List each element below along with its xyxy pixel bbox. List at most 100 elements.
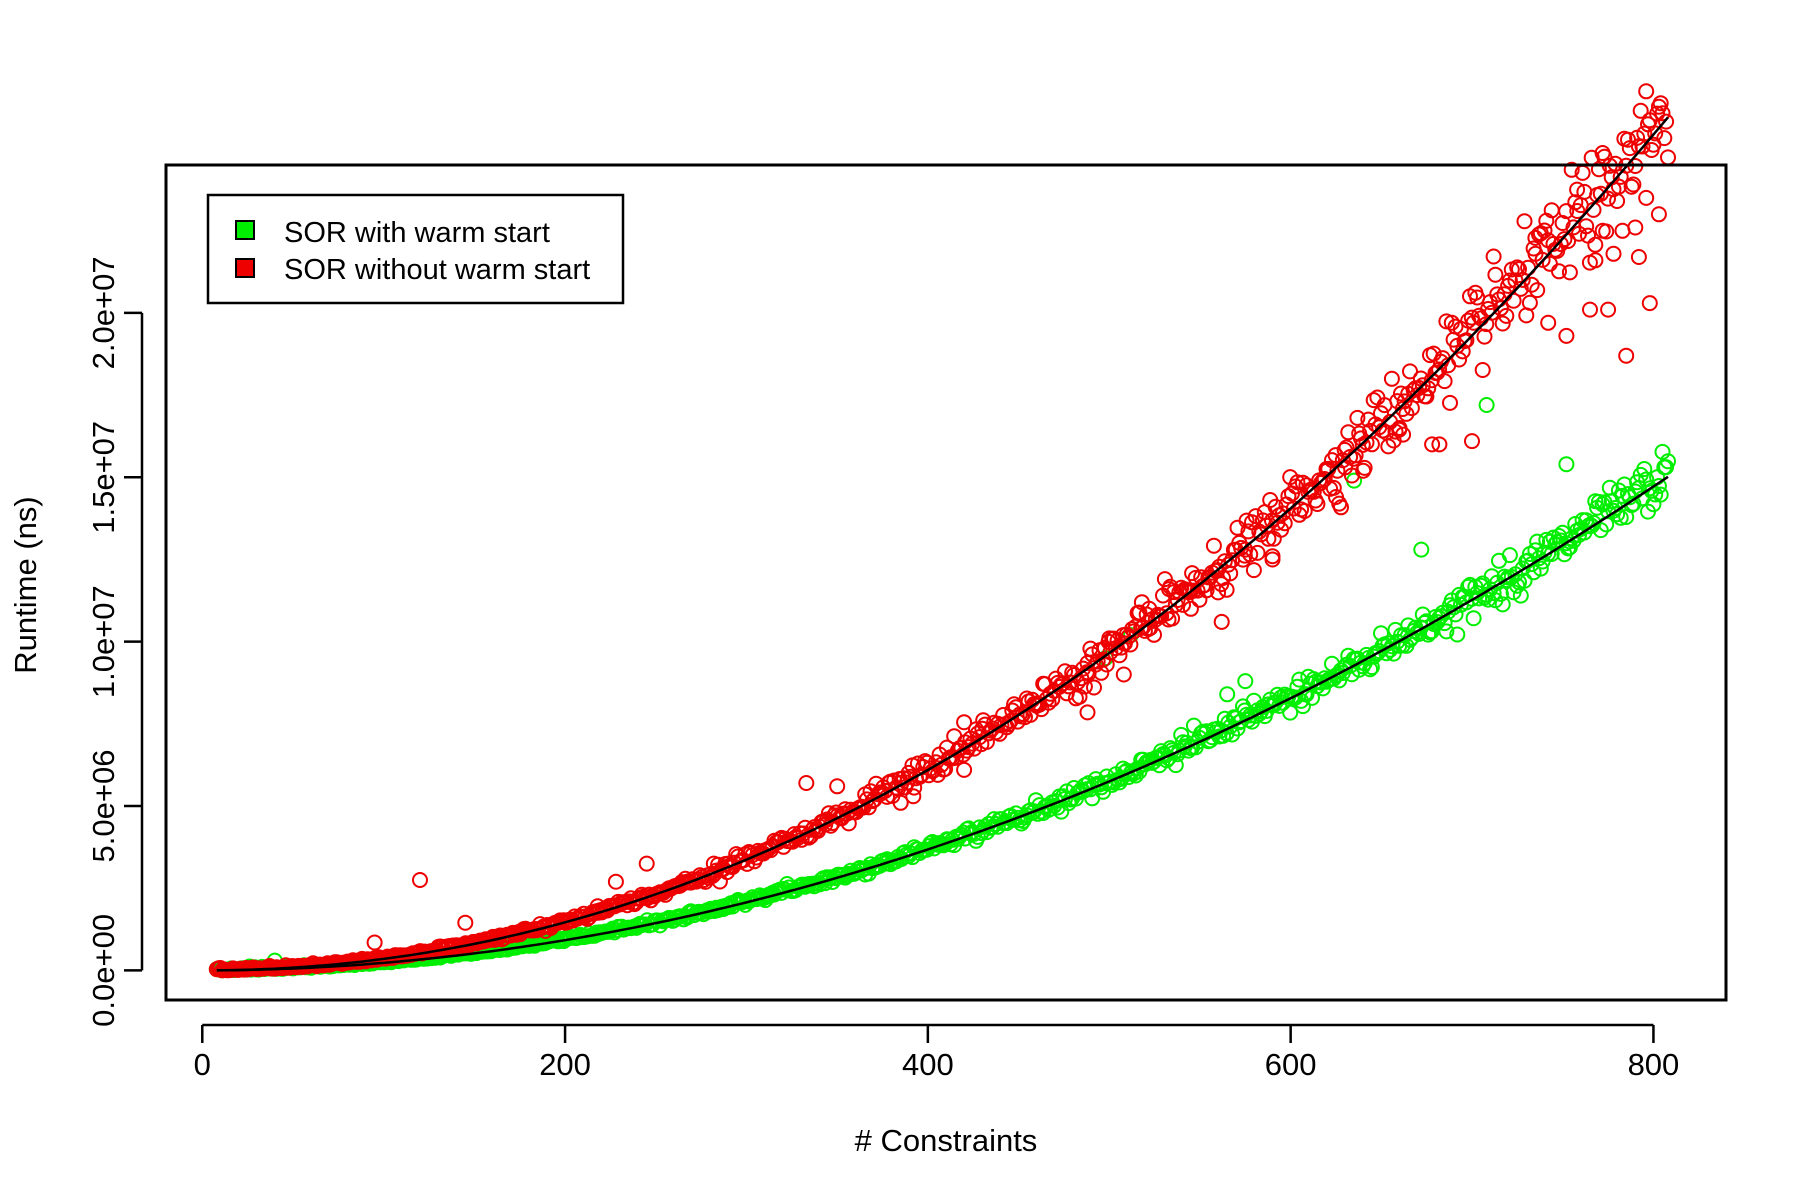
data-point [1458, 332, 1475, 349]
data-point [1476, 328, 1493, 345]
data-point [1158, 605, 1175, 622]
data-point [1523, 276, 1540, 293]
outlier-point [1558, 327, 1575, 344]
data-point [1652, 486, 1669, 503]
fit-line-no-warm-start [216, 116, 1669, 972]
data-point [1501, 272, 1518, 289]
outlier-point [1219, 686, 1236, 703]
outlier-point [892, 794, 909, 811]
legend-label-warm-start: SOR with warm start [284, 217, 550, 249]
data-point [1647, 125, 1664, 142]
outlier-point [1638, 189, 1655, 206]
data-point [1173, 726, 1190, 743]
data-point [1536, 222, 1553, 239]
data-point [1127, 767, 1144, 784]
outlier-point [1630, 249, 1647, 265]
outlier-point [1355, 462, 1372, 479]
data-point [1474, 362, 1491, 378]
data-point [1563, 161, 1580, 178]
x-tick-label: 0 [194, 1047, 211, 1082]
data-point [1086, 679, 1102, 696]
data-point [1590, 493, 1607, 510]
data-point [1354, 436, 1371, 453]
outlier-point [1182, 600, 1199, 617]
data-point [1438, 623, 1455, 640]
data-point [1494, 315, 1511, 332]
data-point [1647, 486, 1664, 503]
data-point [1333, 662, 1349, 679]
data-point [1578, 218, 1595, 235]
data-point [1220, 556, 1237, 573]
outlier-point [457, 914, 474, 931]
outlier-point [1641, 295, 1658, 312]
data-point [1440, 603, 1457, 620]
outlier-point [1587, 252, 1604, 269]
data-point [1632, 102, 1649, 119]
outlier-point [1028, 697, 1045, 714]
y-axis: 0.0e+00 5.0e+06 1.0e+07 1.5e+07 2.0e+07 [86, 256, 144, 1027]
data-point [1373, 405, 1389, 422]
data-point [1512, 587, 1529, 604]
legend-swatch-no-warm-start [235, 258, 255, 278]
data-point [1333, 499, 1349, 516]
outlier-point [557, 914, 574, 931]
data-point [1492, 585, 1509, 602]
outlier-point [798, 775, 815, 791]
data-point [1660, 453, 1676, 470]
data-point [1516, 572, 1533, 589]
legend-label-no-warm-start: SOR without warm start [284, 254, 590, 286]
data-point [1652, 95, 1669, 112]
outlier-point [1527, 245, 1544, 262]
outlier-point [1210, 584, 1227, 601]
outlier-point [638, 855, 655, 872]
data-point [1296, 503, 1313, 519]
data-point [1146, 626, 1162, 643]
outlier-point [1618, 347, 1635, 364]
data-point [1532, 560, 1549, 577]
outlier-point [1161, 581, 1178, 598]
data-point [1494, 596, 1511, 613]
data-point [1529, 533, 1546, 550]
data-point [1218, 581, 1235, 598]
data-point [1485, 248, 1502, 265]
data-point [1636, 461, 1653, 477]
x-axis-title: # Constraints [855, 1123, 1038, 1158]
data-point [1354, 658, 1371, 675]
data-point [1592, 522, 1609, 539]
data-point [1512, 280, 1529, 297]
data-point [1465, 610, 1482, 627]
outlier-point [412, 872, 428, 888]
outlier-point [1115, 635, 1132, 652]
y-axis-title: Runtime (ns) [8, 496, 43, 673]
outlier-point [1115, 666, 1132, 683]
data-point [1569, 181, 1586, 198]
outlier-point [974, 720, 991, 737]
outlier-point [1431, 436, 1448, 453]
outlier-point [1395, 426, 1412, 443]
data-point [742, 845, 759, 861]
outlier-point [607, 873, 624, 890]
data-point [1363, 436, 1380, 453]
data-point [1552, 236, 1569, 252]
data-point [1062, 674, 1079, 691]
data-point [1338, 439, 1355, 456]
outlier-point [1413, 541, 1430, 558]
plot-frame [164, 163, 1728, 1002]
data-point [1487, 266, 1504, 283]
outlier-point [1650, 206, 1667, 223]
data-point [1418, 388, 1435, 405]
data-point [1167, 757, 1184, 774]
data-point [1213, 576, 1230, 593]
data-point [1144, 754, 1161, 771]
data-point [1403, 400, 1420, 417]
outlier-point [1079, 704, 1096, 721]
data-point [1480, 301, 1497, 317]
data-point [1654, 105, 1671, 122]
x-tick-label: 800 [1628, 1047, 1680, 1082]
outlier-point [1600, 301, 1617, 318]
data-point [1511, 261, 1527, 278]
data-point [1621, 140, 1638, 157]
data-point [1402, 363, 1418, 380]
y-tick-label: 0.0e+00 [86, 914, 121, 1027]
